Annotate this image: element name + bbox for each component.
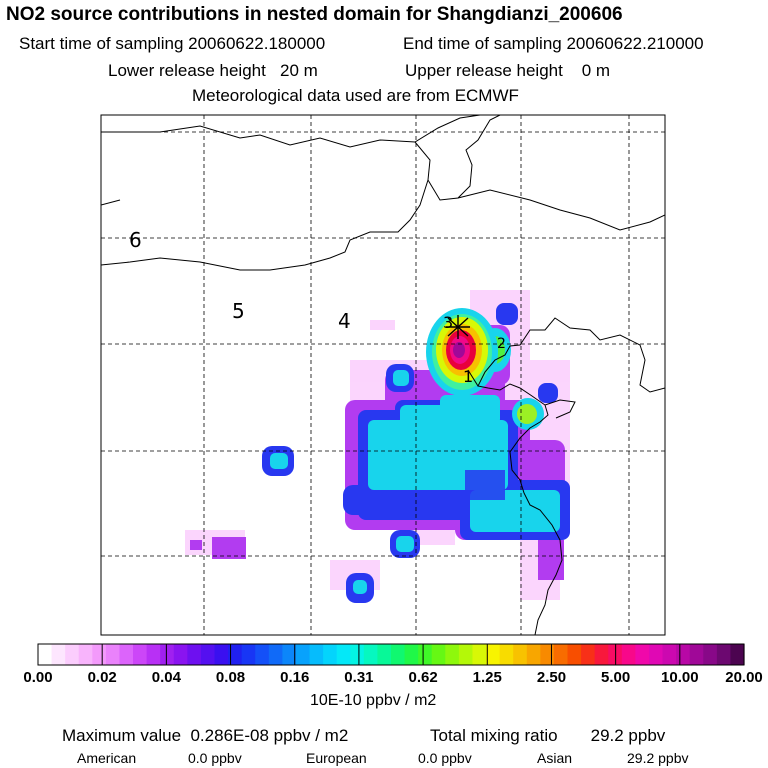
map-number-2: 2 (497, 336, 506, 352)
colorbar-swatch (268, 644, 283, 665)
colorbar-tick-label: 0.62 (408, 669, 438, 686)
asian-label: Asian (537, 750, 573, 766)
colorbar-swatch (350, 644, 365, 665)
colorbar-swatch (621, 644, 636, 665)
colorbar-swatch (228, 644, 243, 665)
colorbar-tick-label: 20.00 (725, 669, 763, 686)
colorbar (37, 643, 745, 666)
colorbar-swatch (65, 644, 80, 665)
colorbar-swatch (418, 644, 433, 665)
colorbar-swatch (458, 644, 474, 665)
map-number-4: 4 (338, 309, 351, 333)
map-frame (100, 114, 666, 636)
colorbar-swatch (309, 644, 324, 665)
colorbar-swatch (336, 644, 351, 665)
colorbar-swatch (105, 644, 121, 665)
colorbar-swatch (295, 644, 311, 665)
american-value: 0.0 ppbv (188, 750, 242, 766)
colorbar-tick-label: 5.00 (601, 669, 631, 686)
colorbar-tick-label: 1.25 (472, 669, 502, 686)
colorbar-swatch (594, 644, 609, 665)
lower-release-height-label: Lower release height 20 m (108, 61, 318, 80)
colorbar-swatch (689, 644, 704, 665)
map-number-3: 3 (443, 313, 453, 332)
colorbar-swatch (472, 644, 487, 665)
colorbar-swatch (486, 644, 501, 665)
colorbar-tick-label: 0.08 (215, 669, 246, 686)
colorbar-swatch (78, 644, 93, 665)
receptor-marker (446, 315, 470, 339)
colorbar-swatch (119, 644, 134, 665)
colorbar-frame (37, 643, 745, 666)
colorbar-swatch (499, 644, 514, 665)
colorbar-swatch (200, 644, 216, 665)
maximum-value-label: Maximum value 0.286E-08 ppbv / m2 (62, 726, 349, 745)
colorbar-swatch (133, 644, 148, 665)
colorbar-swatch (730, 644, 745, 665)
colorbar-swatch (404, 644, 419, 665)
colorbar-swatch (391, 644, 406, 665)
colorbar-swatch (38, 644, 53, 665)
colorbar-swatch (146, 644, 161, 665)
colorbar-swatch (662, 644, 677, 665)
colorbar-swatch (526, 644, 541, 665)
concentration-plume (185, 290, 570, 603)
colorbar-swatch (648, 644, 664, 665)
colorbar-swatch (703, 644, 718, 665)
end-time-label: End time of sampling 20060622.210000 (403, 34, 704, 53)
colorbar-swatch (187, 644, 202, 665)
colorbar-swatch (540, 644, 555, 665)
map-number-6: 6 (129, 228, 142, 252)
colorbar-swatch (160, 644, 175, 665)
colorbar-swatch (363, 644, 379, 665)
chart-title: NO2 source contributions in nested domai… (6, 4, 623, 25)
map-number-1: 1 (463, 367, 473, 386)
map-number-5: 5 (232, 299, 245, 323)
colorbar-swatch (241, 644, 256, 665)
colorbar-tick-label: 0.04 (151, 669, 181, 686)
colorbar-tick-label: 2.50 (536, 669, 567, 686)
colorbar-swatch (377, 644, 392, 665)
european-value: 0.0 ppbv (418, 750, 472, 766)
colorbar-units: 10E-10 ppbv / m2 (310, 692, 437, 709)
colorbar-swatch (51, 644, 66, 665)
meteorological-data-label: Meteorological data used are from ECMWF (192, 86, 519, 105)
colorbar-tick-label: 0.00 (23, 669, 53, 686)
colorbar-swatch (445, 644, 460, 665)
colorbar-swatch (431, 644, 446, 665)
colorbar-swatch (581, 644, 596, 665)
colorbar-tick-label: 0.16 (280, 669, 310, 686)
colorbar-swatch (173, 644, 188, 665)
asian-value: 29.2 ppbv (627, 750, 689, 766)
colorbar-swatch (553, 644, 569, 665)
colorbar-swatch (323, 644, 338, 665)
american-label: American (77, 750, 137, 766)
colorbar-swatch (92, 644, 107, 665)
colorbar-swatch (635, 644, 650, 665)
coastlines (101, 115, 665, 635)
upper-release-height-label: Upper release height 0 m (405, 61, 611, 80)
graticule (101, 115, 665, 635)
european-label: European (306, 750, 367, 766)
colorbar-swatch (214, 644, 229, 665)
colorbar-swatch (282, 644, 297, 665)
colorbar-swatch (716, 644, 732, 665)
colorbar-swatch (513, 644, 528, 665)
colorbar-tick-label: 0.02 (87, 669, 117, 686)
colorbar-swatch (255, 644, 270, 665)
colorbar-swatch (567, 644, 582, 665)
colorbar-tick-label: 10.00 (661, 669, 699, 686)
total-mixing-ratio-label: Total mixing ratio 29.2 ppbv (430, 726, 666, 745)
start-time-label: Start time of sampling 20060622.180000 (19, 34, 326, 53)
colorbar-swatch (676, 644, 691, 665)
colorbar-tick-label: 0.31 (344, 669, 374, 686)
